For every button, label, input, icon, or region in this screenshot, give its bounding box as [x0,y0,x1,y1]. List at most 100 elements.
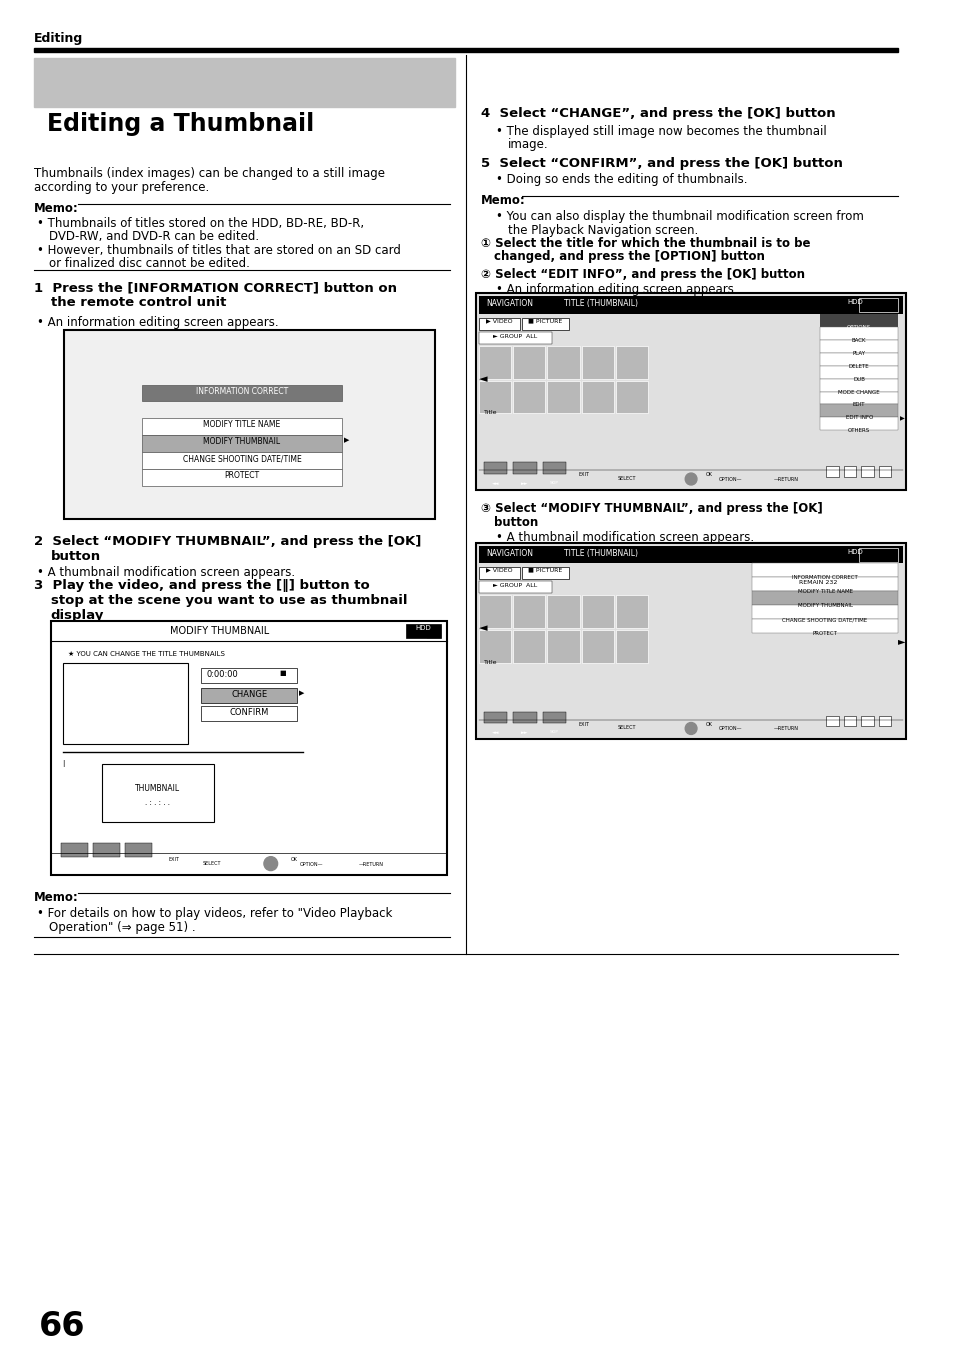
Text: —RETURN: —RETURN [774,726,799,732]
Text: ① Select the title for which the thumbnail is to be: ① Select the title for which the thumbna… [480,236,810,250]
Text: TITLE (THUMBNAIL): TITLE (THUMBNAIL) [563,548,638,558]
Bar [34,58,454,108]
Text: DVD-RW, and DVD-R can be edited.: DVD-RW, and DVD-R can be edited. [49,230,258,243]
Text: OK: OK [290,857,297,861]
Text: ③ Select “MODIFY THUMBNAIL”, and press the [OK]: ③ Select “MODIFY THUMBNAIL”, and press t… [480,502,821,514]
Bar [751,620,898,633]
Text: 3  Play the video, and press the [‖] button to: 3 Play the video, and press the [‖] butt… [34,579,370,593]
Text: SELECT: SELECT [618,725,636,730]
Bar [542,711,565,724]
Text: SELECT: SELECT [618,477,636,481]
Bar [859,298,898,312]
Bar [476,293,905,490]
Text: OPTION—: OPTION— [718,726,741,732]
Text: Memo:: Memo: [480,194,525,207]
Text: ▶ VIDEO: ▶ VIDEO [486,567,513,572]
Text: • An information editing screen appears.: • An information editing screen appears. [37,316,278,329]
Bar [878,466,890,477]
Text: image.: image. [508,138,548,151]
Text: ◄: ◄ [478,374,487,383]
Text: SELECT: SELECT [202,861,220,865]
Bar [201,668,296,683]
Bar [825,466,838,477]
Bar [751,591,898,605]
Text: • However, thumbnails of titles that are stored on an SD card: • However, thumbnails of titles that are… [37,244,400,258]
Text: CHANGE SHOOTING DATE/TIME: CHANGE SHOOTING DATE/TIME [781,617,866,622]
Bar [478,332,552,344]
Bar [34,47,898,51]
Text: INFORMATION CORRECT: INFORMATION CORRECT [195,386,288,396]
Text: • For details on how to play videos, refer to "Video Playback: • For details on how to play videos, ref… [37,907,392,921]
Text: NAVIGATION: NAVIGATION [485,300,533,308]
Text: ► GROUP  ALL: ► GROUP ALL [493,333,537,339]
Bar [63,663,188,744]
Text: ◄◄: ◄◄ [62,864,71,869]
Text: MODIFY THUMBNAIL: MODIFY THUMBNAIL [170,626,269,636]
Text: ◄◄: ◄◄ [492,481,498,486]
Text: ►►: ►► [520,481,528,486]
Bar [476,543,905,740]
Text: DELETE: DELETE [848,363,868,369]
Text: the Playback Navigation screen.: the Playback Navigation screen. [508,224,698,236]
Text: NAVIGATION: NAVIGATION [485,548,533,558]
Text: the remote control unit: the remote control unit [51,296,226,309]
Text: 66: 66 [39,1310,86,1343]
Text: OPTION—: OPTION— [718,477,741,482]
Text: button: button [51,549,101,563]
Bar [142,385,342,401]
Text: OK: OK [705,472,712,477]
Text: • A thumbnail modification screen appears.: • A thumbnail modification screen appear… [37,567,295,579]
Text: OTHERS: OTHERS [847,428,869,433]
Text: • A thumbnail modification screen appears.: • A thumbnail modification screen appear… [495,531,753,544]
Bar [478,319,519,329]
Text: display: display [51,609,104,622]
Text: Title: Title [483,660,497,666]
Text: OPTIONS: OPTIONS [846,325,870,329]
Bar [483,462,507,474]
Text: SKIP: SKIP [549,730,558,734]
Bar [820,405,898,417]
Bar [405,624,440,639]
Text: 2  Select “MODIFY THUMBNAIL”, and press the [OK]: 2 Select “MODIFY THUMBNAIL”, and press t… [34,535,421,548]
Bar [478,346,511,378]
Text: ★ YOU CAN CHANGE THE TITLE THUMBNAILS: ★ YOU CAN CHANGE THE TITLE THUMBNAILS [69,651,225,657]
Bar [483,711,507,724]
Text: Memo:: Memo: [34,201,79,215]
Text: ▶: ▶ [344,437,349,443]
Bar [142,468,342,486]
Text: • The displayed still image now becomes the thumbnail: • The displayed still image now becomes … [495,126,825,138]
Text: ► GROUP  ALL: ► GROUP ALL [493,583,537,589]
Bar [51,621,446,875]
Text: MODIFY THUMBNAIL: MODIFY THUMBNAIL [797,603,852,609]
Bar [820,378,898,392]
Text: • Thumbnails of titles stored on the HDD, BD-RE, BD-R,: • Thumbnails of titles stored on the HDD… [37,216,364,230]
Bar [751,563,898,578]
Bar [102,764,213,822]
Bar [820,366,898,378]
Text: ◄: ◄ [478,624,487,633]
Text: changed, and press the [OPTION] button: changed, and press the [OPTION] button [493,251,763,263]
Bar [478,630,511,663]
Text: Title: Title [483,410,497,416]
Bar [201,706,296,721]
Text: |: | [63,760,65,767]
Bar [859,548,898,562]
Text: ►►: ►► [520,730,528,736]
Text: EXIT: EXIT [168,857,179,861]
Bar [581,346,613,378]
Text: SKIP: SKIP [549,481,558,485]
Bar [825,716,838,726]
Bar [820,340,898,352]
Text: BACK: BACK [851,338,865,343]
Bar [521,319,568,329]
Text: button: button [493,516,537,529]
Bar [142,418,342,435]
Text: 4  Select “CHANGE”, and press the [OK] button: 4 Select “CHANGE”, and press the [OK] bu… [480,108,835,120]
Bar [478,296,902,315]
Text: REMAIN 232: REMAIN 232 [798,580,836,586]
Bar [842,466,856,477]
Bar [820,417,898,431]
Text: Editing a Thumbnail: Editing a Thumbnail [47,112,314,136]
Bar [861,716,873,726]
Text: ▶ VIDEO: ▶ VIDEO [486,319,513,323]
